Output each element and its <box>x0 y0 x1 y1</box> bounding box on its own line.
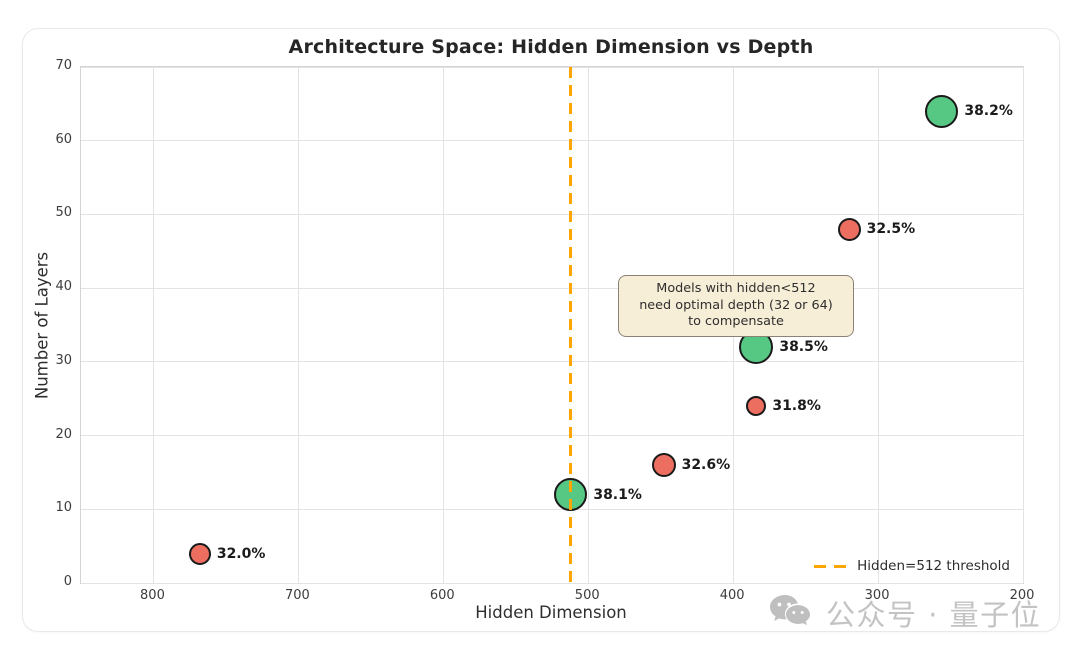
y-gridline-40 <box>81 287 1023 289</box>
chart-title: Architecture Space: Hidden Dimension vs … <box>288 36 814 58</box>
data-point-label-320x48: 32.5% <box>866 221 916 238</box>
x-tick-label-700: 700 <box>284 588 310 603</box>
data-point-label-448x16: 32.6% <box>681 457 731 474</box>
x-gridline-700 <box>297 67 299 583</box>
data-point-label-512x12: 38.1% <box>593 486 642 503</box>
plot-area: Models with hidden<512 need optimal dept… <box>80 66 1024 584</box>
watermark: 公众号 · 量子位 <box>766 592 1041 634</box>
data-point-label-384x24: 31.8% <box>772 398 821 415</box>
wechat-icon <box>770 595 810 625</box>
y-tick-label-30: 30 <box>55 352 72 368</box>
legend-label: Hidden=512 threshold <box>857 558 1010 574</box>
x-tick-label-400: 400 <box>719 588 745 603</box>
x-gridline-200 <box>1022 67 1024 583</box>
y-tick-label-40: 40 <box>55 279 72 295</box>
annotation-box: Models with hidden<512 need optimal dept… <box>618 275 854 337</box>
data-point-label-384x32: 38.5% <box>779 339 828 356</box>
annotation-line-3: to compensate <box>688 314 784 329</box>
y-tick-label-0: 0 <box>63 574 72 589</box>
y-tick-label-70: 70 <box>55 58 72 73</box>
x-tick-label-200: 200 <box>1009 588 1035 603</box>
threshold-dash-swatch <box>814 564 848 568</box>
annotation-line-1: Models with hidden<512 <box>656 281 816 296</box>
y-gridline-60 <box>81 140 1023 142</box>
threshold-line <box>569 67 573 583</box>
x-tick-label-300: 300 <box>864 588 890 603</box>
data-point-768x4 <box>188 542 211 565</box>
x-tick-label-600: 600 <box>429 588 455 603</box>
y-tick-label-60: 60 <box>55 131 72 147</box>
y-gridline-30 <box>81 361 1023 363</box>
x-gridline-500 <box>587 67 589 583</box>
x-tick-label-800: 800 <box>140 588 165 603</box>
y-gridline-10 <box>81 508 1023 510</box>
y-gridline-20 <box>81 435 1023 437</box>
data-point-label-256x64: 38.2% <box>964 103 1013 120</box>
x-gridline-300 <box>877 67 879 583</box>
y-gridline-0 <box>81 582 1023 584</box>
y-gridline-70 <box>81 66 1023 68</box>
y-tick-label-10: 10 <box>55 500 72 516</box>
legend: Hidden=512 threshold <box>814 558 1010 574</box>
x-tick-label-500: 500 <box>574 588 600 603</box>
data-point-320x48 <box>837 217 861 241</box>
y-axis-label: Number of Layers <box>32 251 52 400</box>
y-gridline-50 <box>81 213 1023 215</box>
watermark-text: 公众号 · 量子位 <box>826 598 1042 632</box>
x-gridline-800 <box>152 67 154 583</box>
x-axis-label: Hidden Dimension <box>475 603 627 622</box>
y-tick-label-20: 20 <box>55 426 72 442</box>
annotation-line-2: need optimal depth (32 or 64) <box>639 297 833 313</box>
x-gridline-600 <box>442 67 444 583</box>
data-point-label-768x4: 32.0% <box>216 545 266 562</box>
data-point-448x16 <box>651 453 676 478</box>
data-point-384x24 <box>746 396 767 417</box>
data-point-256x64 <box>925 94 959 128</box>
y-tick-label-50: 50 <box>55 205 72 221</box>
